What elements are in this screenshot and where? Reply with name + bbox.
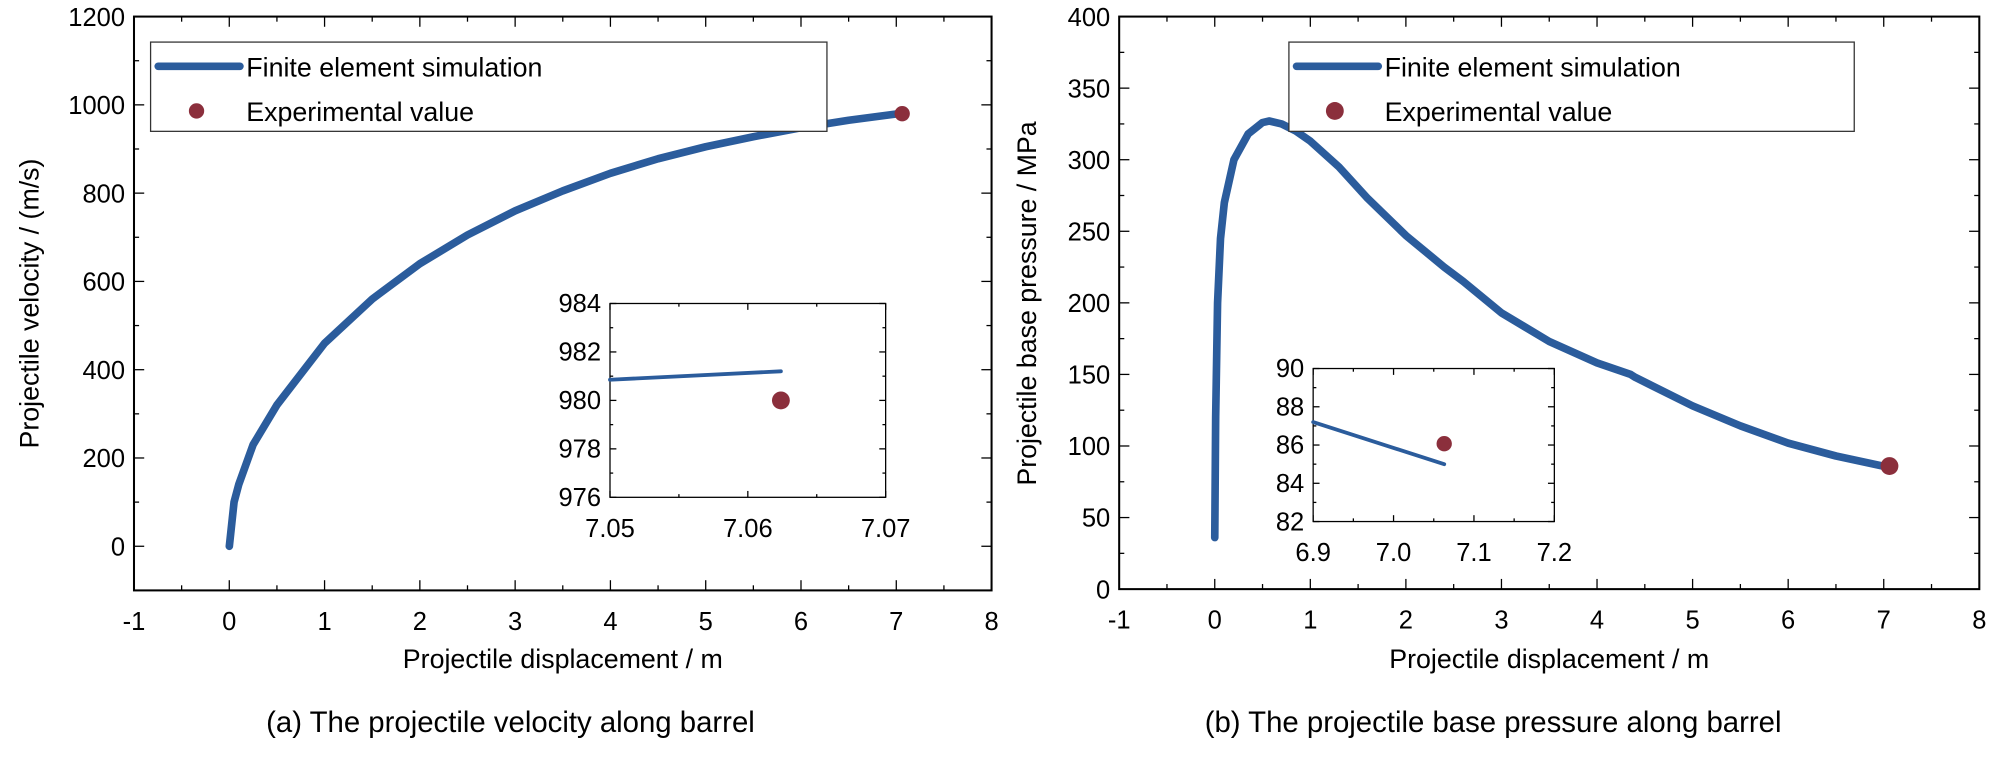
- x-tick-label: 4: [1590, 607, 1604, 635]
- legend-box: [1288, 41, 1855, 132]
- inset-y-tick-label: 90: [1276, 355, 1304, 383]
- x-tick-label: 3: [508, 608, 522, 636]
- inset-plot: 7.05 7.06 7.07 976 978 980 982 984: [559, 290, 911, 543]
- inset-plot-frame: [609, 302, 887, 498]
- x-tick-label: 7: [1877, 607, 1891, 635]
- y-tick-label: 400: [82, 357, 125, 385]
- y-tick-label: 150: [1068, 362, 1111, 390]
- experimental-point: [1880, 457, 1899, 475]
- inset-x-tick-label: 7.06: [723, 515, 773, 543]
- legend-box: [149, 41, 828, 132]
- x-tick-label: 7: [889, 608, 903, 636]
- inset-x-tick-label: 7.1: [1456, 539, 1491, 567]
- caption: (b) The projectile base pressure along b…: [1205, 706, 1782, 739]
- x-tick-label: 0: [222, 608, 236, 636]
- y-tick-label: 300: [1068, 147, 1111, 175]
- inset-y-tick-label: 82: [1276, 508, 1304, 536]
- inset-plot: 6.9 7.0 7.1 7.2 82 84 86 88 90: [1276, 355, 1572, 567]
- x-tick-label: 1: [1303, 607, 1317, 635]
- y-tick-label: 1200: [68, 4, 125, 32]
- inset-experimental-point: [1436, 436, 1452, 452]
- y-tick-label: 50: [1082, 505, 1110, 533]
- inset-x-tick-label: 7.2: [1537, 539, 1572, 567]
- y-tick-label: 0: [1096, 576, 1110, 604]
- inset-y-tick-label: 86: [1276, 432, 1304, 460]
- x-tick-label: 6: [794, 608, 808, 636]
- inset-x-tick-label: 7.0: [1376, 539, 1411, 567]
- y-axis-label: Projectile base pressure / MPa: [1012, 121, 1042, 485]
- legend: Finite element simulation Experimental v…: [1288, 41, 1855, 132]
- y-tick-label: 200: [82, 445, 125, 473]
- x-tick-label: -1: [1108, 607, 1131, 635]
- simulation-line: [1210, 117, 1894, 542]
- experimental-point: [894, 106, 910, 122]
- y-tick-label: 250: [1068, 218, 1111, 246]
- legend-marker-swatch: [188, 103, 205, 119]
- panel-velocity: -1 0 1 2 3 4 5 6 7 8 0 200 400 600 800 1000 1200 Project…: [14, 4, 998, 739]
- inset-x-tick-label: 7.05: [585, 515, 635, 543]
- x-tick-label: 2: [413, 608, 427, 636]
- y-tick-label: 800: [82, 180, 125, 208]
- y-tick-label: 1000: [68, 92, 125, 120]
- inset-simulation-line: [1311, 420, 1447, 467]
- inset-y-tick-label: 88: [1276, 394, 1304, 422]
- x-tick-label: 8: [1972, 607, 1986, 635]
- legend: Finite element simulation Experimental v…: [149, 41, 828, 132]
- inset-x-tick-label: 7.07: [861, 515, 911, 543]
- inset-y-tick-label: 976: [559, 484, 602, 512]
- y-tick-label: 100: [1068, 433, 1111, 461]
- y-tick-label: 600: [82, 269, 125, 297]
- x-tick-label: 5: [1686, 607, 1700, 635]
- y-axis-label: Projectile velocity / (m/s): [14, 159, 44, 449]
- inset-x-tick-label: 6.9: [1295, 539, 1330, 567]
- y-tick-label: 0: [111, 533, 125, 561]
- x-axis-label: Projectile displacement / m: [1389, 644, 1709, 674]
- inset-y-tick-label: 982: [559, 339, 602, 367]
- x-axis-label: Projectile displacement / m: [403, 644, 723, 674]
- legend-label-experimental: Experimental value: [246, 97, 474, 127]
- legend-marker-swatch: [1325, 102, 1344, 120]
- x-tick-label: 5: [699, 608, 713, 636]
- x-tick-label: 4: [603, 608, 617, 636]
- inset-simulation-line: [608, 369, 783, 382]
- x-tick-label: 1: [317, 608, 331, 636]
- x-tick-label: 6: [1781, 607, 1795, 635]
- legend-label-simulation: Finite element simulation: [246, 53, 542, 83]
- x-tick-label: 3: [1494, 607, 1508, 635]
- x-tick-label: 0: [1208, 607, 1222, 635]
- inset-y-tick-label: 984: [559, 290, 602, 318]
- inset-y-tick-label: 978: [559, 436, 602, 464]
- y-tick-label: 200: [1068, 290, 1111, 318]
- panel-pressure: -1 0 1 2 3 4 5 6 7 8 0 50 100 150 200 250 300 350 400 Proj…: [1012, 4, 1986, 739]
- inset-y-tick-label: 980: [559, 387, 602, 415]
- y-tick-label: 350: [1068, 75, 1111, 103]
- simulation-line: [225, 109, 906, 551]
- x-tick-label: 2: [1399, 607, 1413, 635]
- legend-label-simulation: Finite element simulation: [1385, 53, 1681, 83]
- inset-experimental-point: [771, 391, 790, 410]
- y-tick-label: 400: [1068, 4, 1111, 32]
- x-tick-label: 8: [984, 608, 998, 636]
- inset-y-tick-label: 84: [1276, 470, 1304, 498]
- caption: (a) The projectile velocity along barrel: [266, 706, 755, 739]
- legend-label-experimental: Experimental value: [1385, 97, 1613, 127]
- inset-plot-frame: [1312, 367, 1555, 523]
- x-tick-label: -1: [123, 608, 146, 636]
